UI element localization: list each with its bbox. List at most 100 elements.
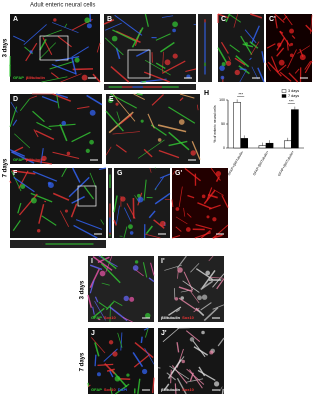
cell-nucleus <box>206 215 210 219</box>
cell-process <box>35 130 55 140</box>
stain-label: βIIItubulin <box>26 157 46 162</box>
cell-process <box>51 22 79 34</box>
y-tick-label: 100 <box>219 98 225 102</box>
cell-process <box>10 101 18 113</box>
panel-label: I' <box>161 258 165 265</box>
cell-process <box>71 131 91 143</box>
bar <box>283 140 292 149</box>
cell-process <box>189 369 203 389</box>
zoom-box <box>39 35 69 61</box>
cell-process <box>52 151 80 160</box>
annotation: *** <box>289 99 294 104</box>
cell-process <box>32 110 45 123</box>
cell-nucleus <box>212 217 217 222</box>
cell-nucleus <box>140 119 144 123</box>
cell-nucleus <box>108 340 114 345</box>
cell-nucleus <box>201 194 206 199</box>
cell-nucleus <box>137 193 141 198</box>
cell-process <box>36 121 52 131</box>
cell-process <box>133 354 151 368</box>
cell-nucleus <box>126 373 130 377</box>
cell-process <box>9 149 26 157</box>
cell-process <box>143 148 153 158</box>
cell-process <box>198 366 206 377</box>
cell-process <box>113 195 118 213</box>
cell-process <box>157 124 187 133</box>
cell-process <box>192 340 206 358</box>
cell-nucleus <box>172 28 176 33</box>
cell-process <box>137 378 141 395</box>
cell-process <box>162 51 164 72</box>
cell-nucleus <box>81 74 88 81</box>
cell-process <box>282 15 288 21</box>
bar <box>233 102 241 149</box>
cell-nucleus <box>175 207 180 211</box>
stain-label: Sox10 <box>104 315 117 320</box>
cell-process <box>148 210 156 219</box>
cell-nucleus <box>180 296 185 300</box>
cell-process <box>179 93 195 99</box>
cell-process <box>250 41 260 56</box>
bar <box>240 138 249 149</box>
cell-process <box>206 187 213 201</box>
cell-process <box>249 57 252 61</box>
stain-label: βIIItubulin <box>161 387 181 392</box>
cell-process <box>110 65 130 83</box>
cell-nucleus <box>141 368 148 375</box>
cell-process <box>196 104 199 111</box>
cell-process <box>155 62 166 70</box>
cell-process <box>209 276 223 279</box>
bar <box>291 109 299 149</box>
cell-nucleus <box>213 381 220 387</box>
cell-process <box>174 383 177 395</box>
panel-label: J' <box>161 330 167 337</box>
cell-process <box>176 377 187 395</box>
cell-process <box>186 330 201 342</box>
cell-process <box>194 232 211 239</box>
cell-process <box>97 363 114 366</box>
cell-process <box>109 370 114 378</box>
panel-label: C' <box>269 16 276 23</box>
cell-process <box>239 69 248 83</box>
cell-process <box>50 72 59 79</box>
cell-nucleus <box>201 330 205 335</box>
cell-process <box>168 306 182 316</box>
cell-process <box>171 235 181 239</box>
cell-process <box>92 256 113 271</box>
cell-process <box>89 264 103 271</box>
cell-process <box>104 37 124 56</box>
cell-process <box>12 35 26 43</box>
cell-process <box>44 200 47 203</box>
panel-label: H <box>204 90 209 97</box>
cell-process <box>89 268 100 289</box>
cell-process <box>203 307 219 322</box>
cell-nucleus <box>159 220 166 227</box>
cell-process <box>208 255 214 262</box>
cell-process <box>98 167 107 171</box>
cell-process <box>92 73 101 83</box>
cell-nucleus <box>30 197 37 204</box>
legend-swatch <box>281 89 287 93</box>
cell-process <box>56 94 60 109</box>
cell-process <box>152 377 155 394</box>
panel-label: A <box>13 16 18 23</box>
cell-nucleus <box>29 50 33 54</box>
cell-process <box>197 202 212 210</box>
cell-process <box>279 30 284 35</box>
cell-nucleus <box>53 18 57 22</box>
cell-process <box>94 342 100 357</box>
cell-process <box>155 33 171 41</box>
panel-label: I <box>91 258 93 265</box>
panel-label: C <box>221 16 226 23</box>
cell-process <box>116 111 121 122</box>
cell-process <box>265 62 271 72</box>
cell-nucleus <box>289 53 294 58</box>
cell-process <box>23 24 47 45</box>
cell-nucleus <box>99 270 106 277</box>
cell-process <box>197 369 216 382</box>
cell-process <box>72 68 94 71</box>
cell-nucleus <box>20 184 26 190</box>
cell-process <box>178 186 183 208</box>
cell-nucleus <box>66 151 71 156</box>
cell-process <box>144 347 155 365</box>
